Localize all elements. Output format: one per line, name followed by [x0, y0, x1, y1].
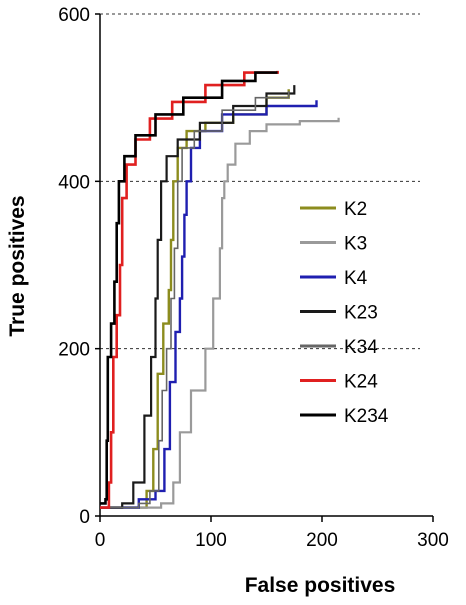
series-line-k4: [100, 100, 318, 509]
series-line-k2: [100, 89, 290, 509]
legend-label: K4: [344, 268, 368, 289]
x-ticks: 0 100 200 300: [95, 516, 449, 551]
y-ticks: 0 200 400 600: [58, 5, 100, 528]
x-axis-label: False positives: [245, 574, 396, 597]
axes: [99, 14, 433, 517]
y-tick-label: 600: [58, 5, 90, 26]
y-tick-label: 400: [58, 172, 90, 193]
y-tick-label: 0: [79, 507, 90, 528]
series-line-k23: [100, 85, 296, 509]
series-line-k234: [100, 71, 278, 505]
y-axis-label: True positives: [6, 195, 29, 336]
legend-label: K24: [344, 372, 378, 393]
legend-label: K234: [344, 406, 389, 427]
legend-label: K2: [344, 199, 367, 220]
series-lines: [100, 70, 340, 509]
gridlines: [100, 13, 420, 350]
legend: K2 K3 K4 K23 K34 K24 K234: [300, 199, 389, 427]
x-tick-label: 200: [306, 530, 338, 551]
x-tick-label: 100: [195, 530, 227, 551]
legend-label: K23: [344, 303, 378, 324]
y-tick-label: 200: [58, 340, 90, 361]
legend-label: K3: [344, 234, 367, 255]
series-line-k34: [100, 91, 290, 509]
legend-label: K34: [344, 337, 378, 358]
series-line-k24: [100, 70, 279, 509]
x-tick-label: 0: [95, 530, 106, 551]
x-tick-label: 300: [417, 530, 449, 551]
series-line-k3: [100, 117, 340, 509]
